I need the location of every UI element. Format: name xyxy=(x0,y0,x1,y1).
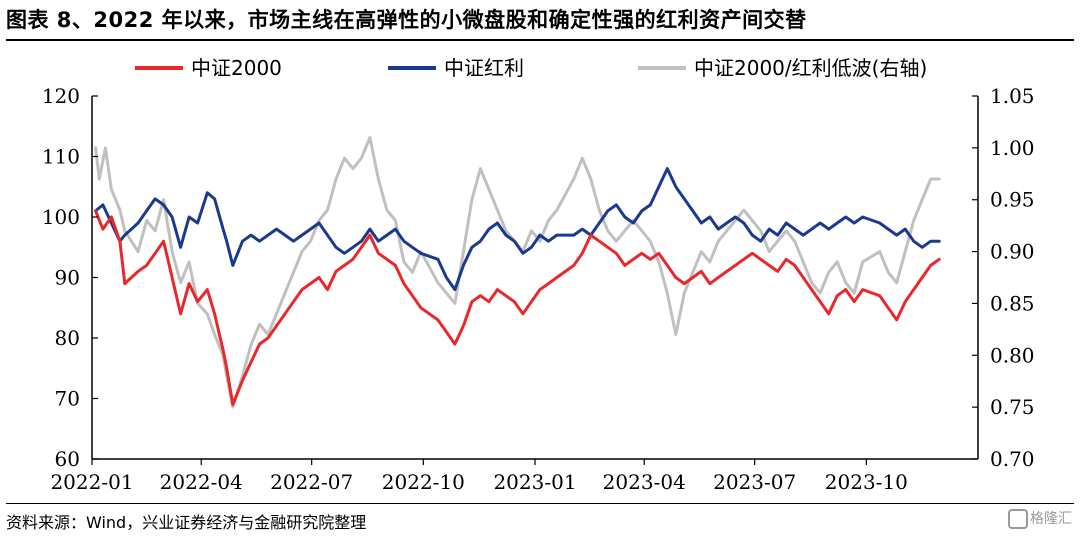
y-left-tick-label: 90 xyxy=(55,266,80,290)
legend-label-0: 中证2000 xyxy=(191,56,282,80)
x-tick-label: 2023-01 xyxy=(493,470,576,494)
y-left-tick-label: 60 xyxy=(55,447,80,471)
legend-label-1: 中证红利 xyxy=(444,56,524,80)
y-right-tick-label: 0.95 xyxy=(990,188,1035,212)
y-right-tick-label: 0.75 xyxy=(990,395,1035,419)
y-left-tick-label: 100 xyxy=(42,205,80,229)
x-tick-label: 2022-07 xyxy=(270,470,353,494)
y-left-tick-label: 80 xyxy=(55,326,80,350)
x-tick-label: 2023-07 xyxy=(713,470,796,494)
watermark-icon xyxy=(1008,509,1028,529)
series-line-1 xyxy=(94,167,941,292)
source-note: 资料来源：Wind，兴业证券经济与金融研究院整理 xyxy=(6,513,367,532)
y-right-tick-label: 1.00 xyxy=(990,136,1035,160)
series-line-2 xyxy=(94,136,941,409)
series-line-0 xyxy=(94,209,941,407)
y-right-tick-label: 0.80 xyxy=(990,343,1035,367)
chart-title: 图表 8、2022 年以来，市场主线在高弹性的小微盘股和确定性强的红利资产间交替 xyxy=(6,8,807,32)
x-tick-label: 2023-04 xyxy=(603,470,686,494)
y-left-tick-label: 120 xyxy=(42,84,80,108)
line-chart: 中证2000 中证红利 中证2000/红利低波(右轴) 60 70 80 90 100 110… xyxy=(42,56,1035,494)
title-divider xyxy=(6,39,1074,41)
axes-layer: 60 70 80 90 100 110 120 0.70 0.75 0.80 0.85 0.90 0.9… xyxy=(42,84,1035,494)
y-right-tick-label: 0.85 xyxy=(990,291,1035,315)
y-right-tick-label: 1.05 xyxy=(990,84,1035,108)
y-right-tick-label: 0.90 xyxy=(990,240,1035,264)
y-right-tick-label: 0.70 xyxy=(990,447,1035,471)
watermark-logo: 格隆汇 xyxy=(1008,508,1072,529)
series-layer xyxy=(94,136,941,409)
x-tick-label: 2022-10 xyxy=(382,470,465,494)
y-left-tick-label: 110 xyxy=(42,145,80,169)
legend-label-2: 中证2000/红利低波(右轴) xyxy=(694,56,927,80)
x-tick-label: 2022-01 xyxy=(50,470,133,494)
x-tick-label: 2022-04 xyxy=(160,470,243,494)
y-left-tick-label: 70 xyxy=(55,387,80,411)
x-tick-label: 2023-10 xyxy=(825,470,908,494)
footer-divider xyxy=(6,503,1074,504)
legend: 中证2000 中证红利 中证2000/红利低波(右轴) xyxy=(135,56,927,80)
watermark-text: 格隆汇 xyxy=(1030,511,1072,527)
